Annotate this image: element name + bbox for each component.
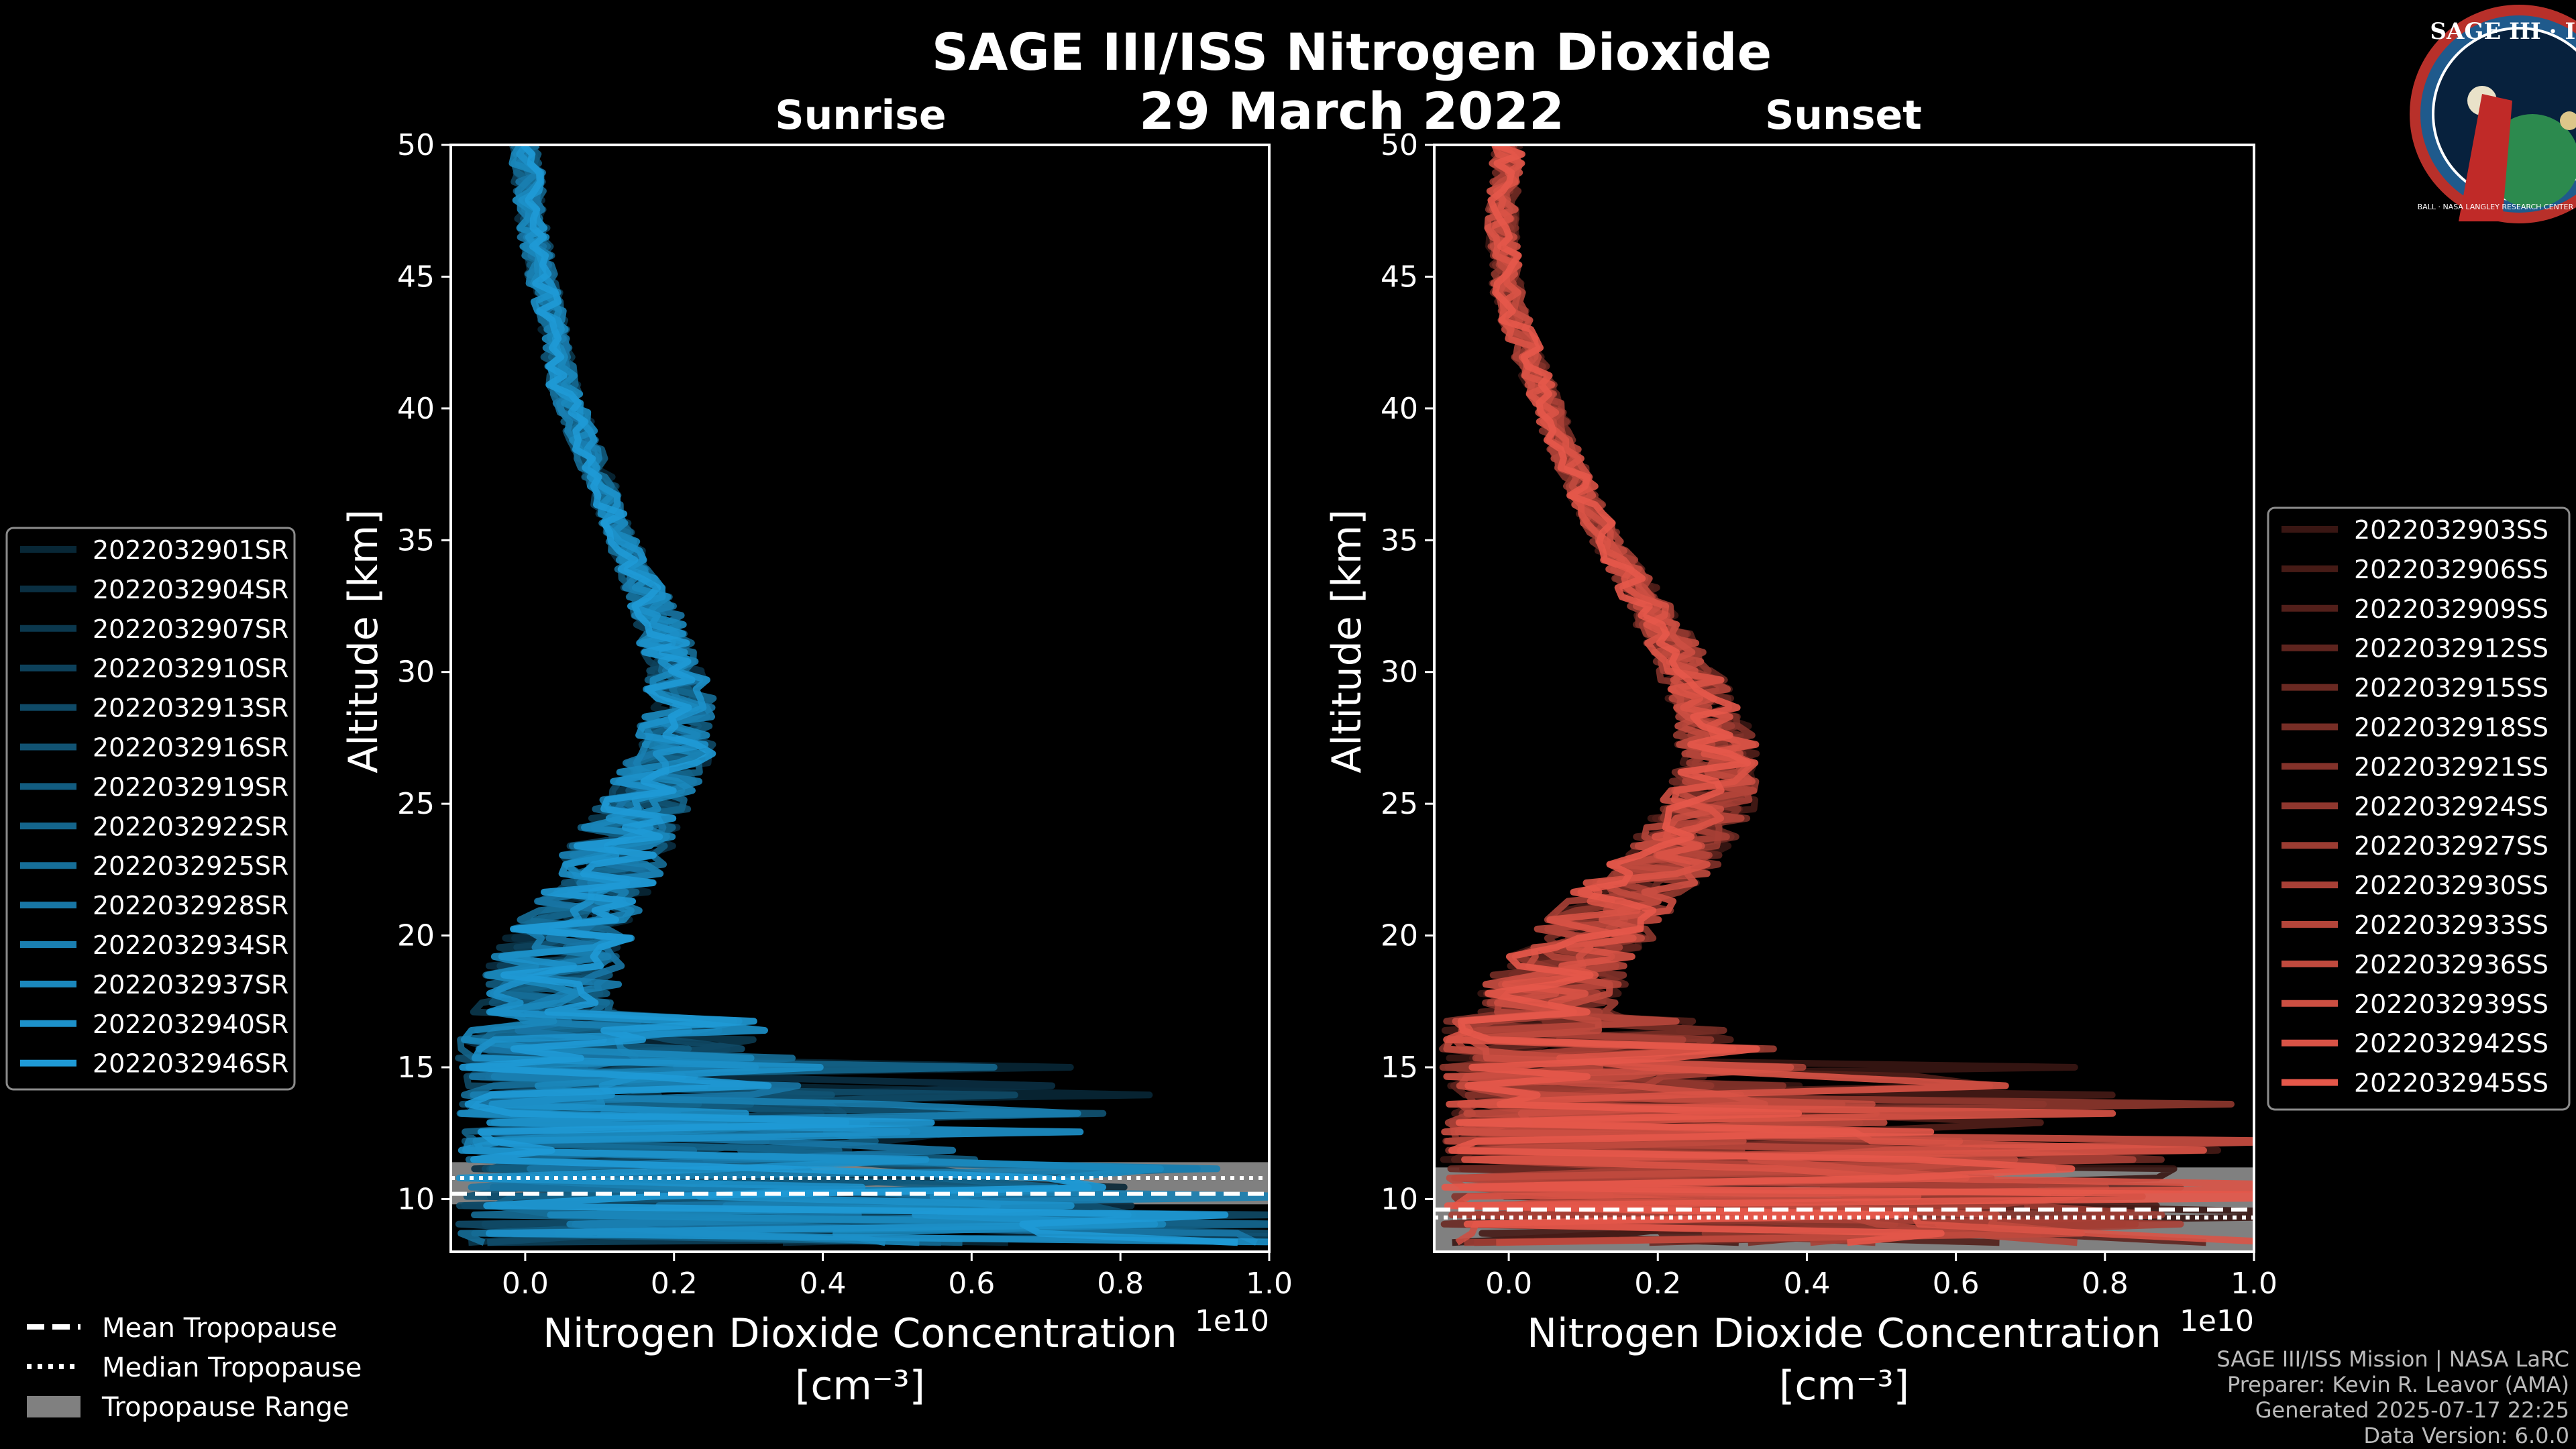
- y-axis-label: Altitude [km]: [340, 509, 387, 773]
- legend-label-2022032922SR: 2022032922SR: [93, 812, 288, 841]
- legend-label-2022032919SR: 2022032919SR: [93, 772, 288, 802]
- sage-logo: SAGE III · ISS BALL · NASA LANGLEY RESEA…: [2410, 5, 2576, 223]
- figure-date: 29 March 2022: [1139, 81, 1564, 141]
- legend-label-2022032918SS: 2022032918SS: [2354, 713, 2548, 743]
- sunset-title: Sunset: [1765, 92, 1922, 139]
- x-tick-label: 0.2: [1634, 1267, 1681, 1301]
- x-axis-units: [cm⁻³]: [795, 1362, 925, 1409]
- logo-top-text: SAGE III · ISS: [2430, 18, 2576, 45]
- y-tick-label: 10: [1381, 1182, 1418, 1216]
- figure-title: SAGE III/ISS Nitrogen Dioxide: [932, 22, 1772, 82]
- axes-frame: [1433, 144, 2255, 1253]
- legend-label-2022032921SS: 2022032921SS: [2354, 752, 2548, 782]
- y-tick-label: 45: [1381, 260, 1418, 294]
- legend-label-2022032946SR: 2022032946SR: [93, 1049, 288, 1079]
- legend-label-2022032937SR: 2022032937SR: [93, 970, 288, 1000]
- y-tick-label: 45: [397, 260, 435, 294]
- legend-label-2022032924SS: 2022032924SS: [2354, 792, 2548, 821]
- legend-label-2022032940SR: 2022032940SR: [93, 1010, 288, 1039]
- legend-label-2022032933SS: 2022032933SS: [2354, 910, 2548, 940]
- x-tick-label: 0.8: [1097, 1267, 1144, 1301]
- legend-tropopause-range-label: Tropopause Range: [101, 1392, 350, 1423]
- y-tick-label: 30: [1381, 655, 1418, 690]
- legend-label-2022032916SR: 2022032916SR: [93, 733, 288, 763]
- footer-line-4: Data Version: 6.0.0: [2363, 1423, 2569, 1448]
- y-tick-label: 25: [1381, 787, 1418, 821]
- x-tick-label: 0.4: [800, 1267, 847, 1301]
- y-tick-label: 40: [397, 392, 435, 426]
- y-tick-label: 35: [1381, 523, 1418, 557]
- x-tick-label: 0.0: [1485, 1267, 1532, 1301]
- sunrise-panel: 0.0 0.2 0.4 0.6 0.8 1.0 10 15 20 25 30 35 40 45 50 1e10…: [5, 128, 1293, 1409]
- axes-frame: [449, 144, 1271, 1253]
- plot-area: [1434, 145, 2254, 1252]
- x-tick-label: 0.6: [1933, 1267, 1980, 1301]
- legend-label-2022032909SS: 2022032909SS: [2354, 594, 2548, 624]
- x-tick-label: 1.0: [2231, 1267, 2277, 1301]
- legend-label-2022032904SR: 2022032904SR: [93, 575, 288, 604]
- legend-label-2022032903SS: 2022032903SS: [2354, 515, 2548, 545]
- y-tick-label: 50: [397, 128, 435, 162]
- legend-label-2022032925SR: 2022032925SR: [93, 851, 288, 881]
- y-tick-label: 20: [1381, 919, 1418, 953]
- x-scale-label: 1e10: [1195, 1304, 1269, 1338]
- legend-label-2022032906SS: 2022032906SS: [2354, 555, 2548, 584]
- x-tick-label: 0.4: [1783, 1267, 1830, 1301]
- legend-label-2022032945SS: 2022032945SS: [2354, 1069, 2548, 1098]
- x-axis-units: [cm⁻³]: [1779, 1362, 1909, 1409]
- sunrise-title: Sunrise: [775, 92, 946, 139]
- legend-label-2022032934SR: 2022032934SR: [93, 930, 288, 960]
- y-tick-label: 10: [397, 1182, 435, 1216]
- x-axis-label: Nitrogen Dioxide Concentration: [543, 1310, 1177, 1357]
- legend-label-2022032930SS: 2022032930SS: [2354, 871, 2548, 900]
- legend-label-2022032913SR: 2022032913SR: [93, 694, 288, 723]
- series-legend: [5, 527, 296, 1091]
- legend-label-2022032912SS: 2022032912SS: [2354, 634, 2548, 663]
- plot-area: [451, 145, 1269, 1246]
- y-tick-label: 30: [397, 655, 435, 690]
- legend-label-2022032915SS: 2022032915SS: [2354, 674, 2548, 703]
- legend-label-2022032907SR: 2022032907SR: [93, 614, 288, 644]
- y-tick-label: 20: [397, 919, 435, 953]
- legend-label-2022032936SS: 2022032936SS: [2354, 950, 2548, 979]
- legend-median-tropopause-label: Median Tropopause: [102, 1352, 362, 1383]
- y-tick-label: 15: [397, 1051, 435, 1085]
- y-tick-label: 15: [1381, 1051, 1418, 1085]
- y-axis-label: Altitude [km]: [1324, 509, 1371, 773]
- legend-label-2022032928SR: 2022032928SR: [93, 891, 288, 920]
- x-axis-label: Nitrogen Dioxide Concentration: [1527, 1310, 2161, 1357]
- x-tick-label: 1.0: [1246, 1267, 1293, 1301]
- y-tick-label: 25: [397, 787, 435, 821]
- y-tick-label: 50: [1381, 128, 1418, 162]
- legend-label-2022032927SS: 2022032927SS: [2354, 831, 2548, 861]
- y-tick-label: 40: [1381, 392, 1418, 426]
- y-tick-label: 35: [397, 523, 435, 557]
- x-scale-label: 1e10: [2180, 1304, 2254, 1338]
- series-legend: [2267, 506, 2571, 1111]
- x-tick-label: 0.0: [502, 1267, 549, 1301]
- footer-line-1: SAGE III/ISS Mission | NASA LaRC: [2216, 1346, 2569, 1372]
- footer-line-2: Preparer: Kevin R. Leavor (AMA): [2227, 1372, 2569, 1397]
- logo-ring-text: BALL · NASA LANGLEY RESEARCH CENTER · TA…: [2418, 203, 2576, 211]
- x-tick-label: 0.8: [2082, 1267, 2129, 1301]
- legend-tropopause-range-swatch: [27, 1396, 80, 1417]
- footer: SAGE III/ISS Mission | NASA LaRC Prepare…: [2216, 1346, 2569, 1448]
- profile-line-2022032945SS: [1441, 145, 2254, 1246]
- profile-line-2022032946SR: [459, 145, 1238, 1246]
- x-tick-label: 0.6: [948, 1267, 995, 1301]
- x-tick-label: 0.2: [651, 1267, 698, 1301]
- footer-line-3: Generated 2025-07-17 22:25: [2255, 1397, 2569, 1423]
- tropopause-legend: Mean Tropopause Median Tropopause Tropop…: [27, 1313, 362, 1423]
- legend-label-2022032942SS: 2022032942SS: [2354, 1029, 2548, 1059]
- legend-label-2022032910SR: 2022032910SR: [93, 654, 288, 684]
- legend-label-2022032901SR: 2022032901SR: [93, 535, 288, 565]
- legend-label-2022032939SS: 2022032939SS: [2354, 989, 2548, 1019]
- profile-line-2022032934SR: [462, 145, 1269, 1246]
- sunset-panel: 0.0 0.2 0.4 0.6 0.8 1.0 10 15 20 25 30 35 40 45 50 1e10…: [1324, 128, 2571, 1409]
- legend-mean-tropopause-label: Mean Tropopause: [102, 1313, 337, 1344]
